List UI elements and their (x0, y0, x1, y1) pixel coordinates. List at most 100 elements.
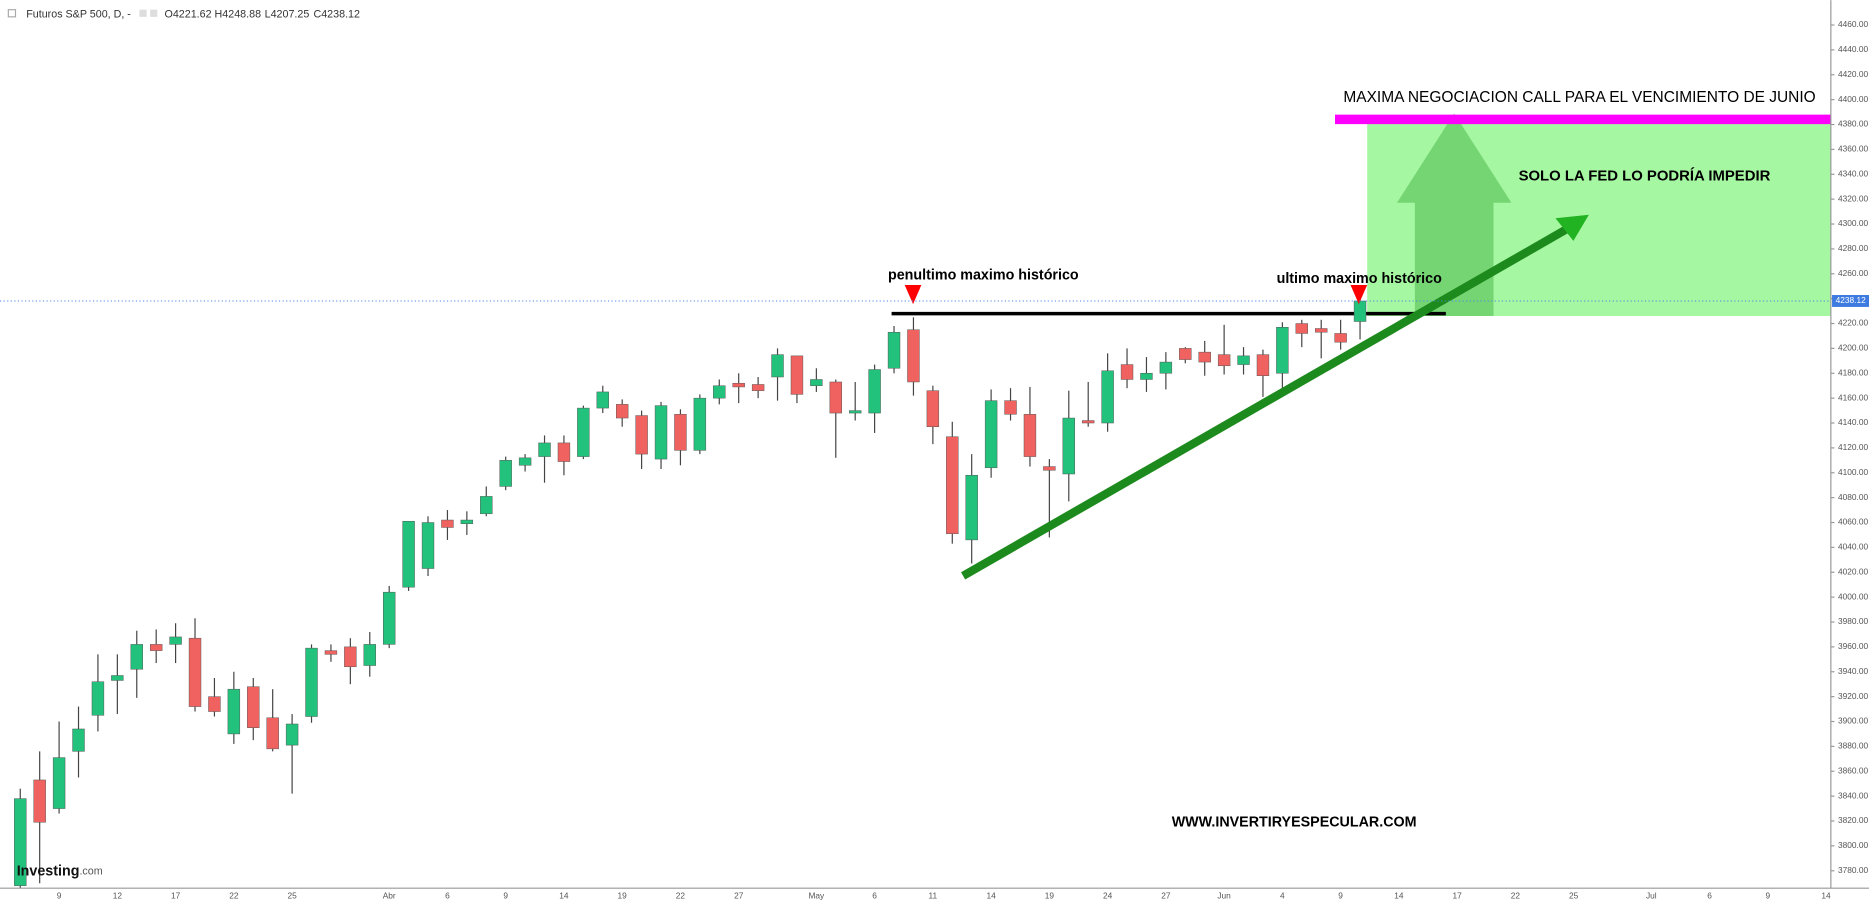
last-price-box (1832, 295, 1869, 307)
candle-body (169, 636, 182, 645)
ohlc-close: C4238.12 (313, 8, 360, 20)
candle-body (1198, 351, 1211, 363)
x-tick-label: Abr (383, 891, 396, 901)
icon (150, 9, 158, 17)
candle-body (441, 519, 454, 528)
x-tick-label: 27 (734, 891, 744, 901)
y-tick-label: 3780.00 (1838, 865, 1868, 875)
y-tick-label: 4040.00 (1838, 542, 1868, 552)
logo-main: Investing (17, 863, 80, 879)
annotation: MAXIMA NEGOCIACION CALL PARA EL VENCIMIE… (1343, 89, 1815, 106)
candle-body (984, 400, 998, 469)
y-tick-label: 4060.00 (1838, 517, 1868, 527)
candle-body (382, 591, 396, 645)
x-tick-label: 22 (676, 891, 686, 901)
y-tick-label: 3940.00 (1838, 666, 1868, 676)
x-tick-label: 14 (1821, 891, 1831, 901)
y-tick-label: 4380.00 (1838, 119, 1868, 129)
x-tick-label: 9 (503, 891, 508, 901)
candle-body (285, 723, 299, 746)
y-tick-label: 3920.00 (1838, 691, 1868, 701)
y-tick-label: 4220.00 (1838, 318, 1868, 328)
candle-body (266, 717, 279, 750)
candle-body (1179, 348, 1192, 360)
candle-body (1120, 364, 1134, 380)
candle-body (460, 519, 474, 524)
candle-body (810, 379, 823, 386)
candle-body (1159, 361, 1173, 374)
y-tick-label: 4120.00 (1838, 442, 1868, 452)
candle-body (1315, 328, 1328, 333)
logo: Investing.com (17, 863, 103, 879)
candle-body (480, 496, 493, 515)
y-tick-label: 4420.00 (1838, 69, 1868, 79)
x-tick-label: 24 (1103, 891, 1113, 901)
y-tick-label: 3980.00 (1838, 616, 1868, 626)
x-tick-label: 19 (618, 891, 628, 901)
marker-arrow (904, 285, 922, 305)
x-tick-label: 4 (1280, 891, 1285, 901)
candle-body (868, 369, 881, 414)
candle-body (499, 460, 512, 487)
x-tick-label: Jun (1217, 891, 1231, 901)
candle-body (1140, 373, 1153, 380)
candle-body (635, 415, 648, 455)
candle-body (713, 385, 726, 399)
annotation: penultimo maximo histórico (888, 267, 1079, 283)
y-tick-label: 3860.00 (1838, 765, 1868, 775)
candle-body (1334, 333, 1347, 343)
x-tick-label: 6 (1707, 891, 1712, 901)
x-tick-label: 22 (1511, 891, 1521, 901)
candle-body (829, 381, 842, 414)
x-tick-label: 22 (229, 891, 239, 901)
x-tick-label: 17 (171, 891, 181, 901)
candle-body (149, 644, 163, 651)
candle-body (1217, 354, 1231, 367)
x-tick-label: 9 (1338, 891, 1343, 901)
x-tick-label: 6 (445, 891, 450, 901)
candle-body (1276, 327, 1289, 374)
x-tick-label: Jul (1646, 891, 1657, 901)
y-tick-label: 4180.00 (1838, 367, 1868, 377)
candle-body (654, 405, 668, 460)
x-tick-label: 14 (559, 891, 569, 901)
candle-body (596, 391, 609, 409)
candle-body (227, 688, 241, 735)
annotation: SOLO LA FED LO PODRÍA IMPEDIR (1519, 167, 1771, 184)
y-tick-label: 4340.00 (1838, 168, 1868, 178)
watermark: WWW.INVERTIRYESPECULAR.COM (1172, 814, 1417, 830)
candle-body (946, 436, 959, 534)
icon (7, 9, 17, 18)
y-tick-label: 4440.00 (1838, 44, 1868, 54)
x-tick-label: 11 (929, 891, 938, 901)
y-tick-label: 3840.00 (1838, 790, 1868, 800)
ohlc-high: H4248.88 (215, 8, 262, 20)
chart-title: Futuros S&P 500, D, - (26, 8, 131, 20)
candle-body (130, 644, 143, 670)
candle-body (674, 414, 687, 451)
x-tick-label: 25 (1569, 891, 1579, 901)
candle-body (1295, 323, 1308, 334)
candle-body (305, 647, 318, 717)
candle-body (887, 331, 901, 369)
x-tick-label: May (808, 891, 825, 901)
candle-body (1353, 300, 1367, 322)
annotation: ultimo maximo histórico (1277, 271, 1442, 287)
trend-arrow-head (1555, 214, 1589, 241)
candle-body (1101, 370, 1114, 424)
trend-arrow (961, 223, 1574, 580)
y-tick-label: 4000.00 (1838, 591, 1868, 601)
candle-body (1043, 466, 1056, 471)
candle-body (1062, 417, 1075, 475)
candle-body (926, 390, 940, 427)
candle-body (1237, 355, 1250, 365)
x-tick-label: 19 (1045, 891, 1055, 901)
x-tick-label: 6 (872, 891, 877, 901)
candle-body (518, 457, 532, 466)
candle-body (91, 681, 105, 716)
x-tick-label: 14 (986, 891, 996, 901)
candle-body (732, 382, 745, 388)
y-tick-label: 4140.00 (1838, 417, 1868, 427)
